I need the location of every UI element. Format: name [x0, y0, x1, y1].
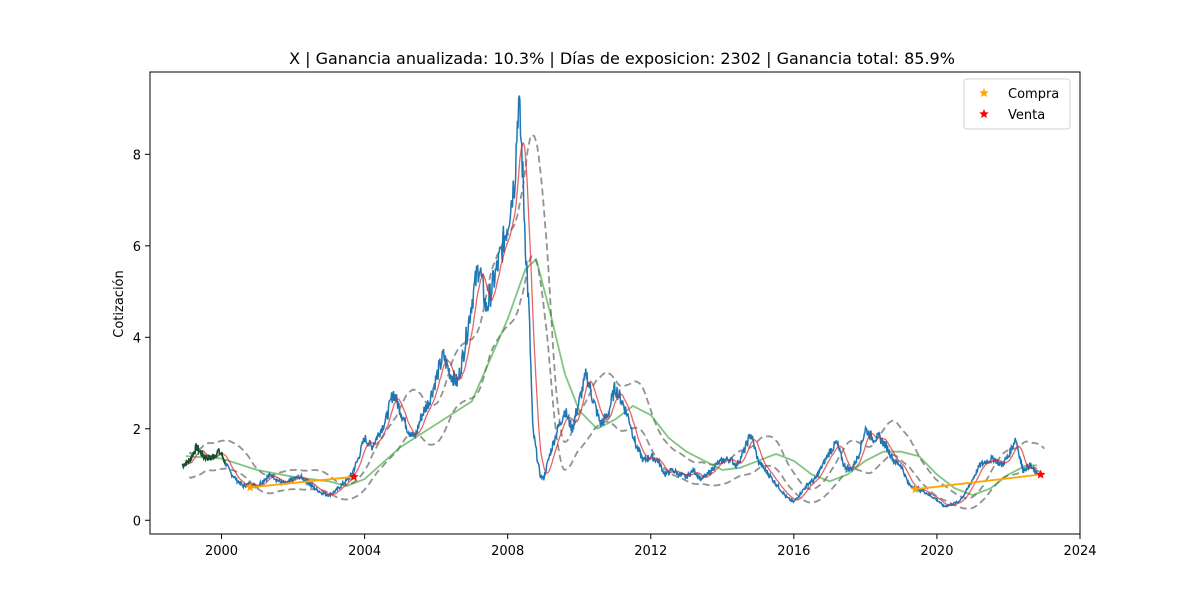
axes: 2000 2004 2008 2012 2016 2020 2024 0 2 4 6 8 — [133, 71, 1097, 559]
x-tick-label-2020: 2020 — [920, 544, 953, 559]
y-tick-label-4: 4 — [133, 331, 141, 346]
series-group — [181, 95, 1046, 510]
trade-line-2 — [915, 473, 1041, 491]
plot-area — [181, 95, 1046, 510]
x-tick-label-2004: 2004 — [348, 544, 381, 559]
chart-title: X | Ganancia anualizada: 10.3% | Días de… — [289, 49, 955, 68]
sell-marker-2 — [1035, 469, 1046, 479]
y-tick-label-6: 6 — [133, 240, 141, 255]
price-line — [181, 95, 1038, 508]
legend-label-venta: Venta — [1008, 108, 1045, 123]
axes-frame — [149, 71, 1081, 535]
x-tick-label-2000: 2000 — [205, 544, 238, 559]
sell-marker-1 — [349, 471, 359, 481]
early-segment-line — [181, 443, 226, 470]
legend-label-compra: Compra — [1008, 87, 1059, 102]
legend-box — [963, 78, 1071, 130]
x-tick-label-2008: 2008 — [491, 544, 524, 559]
y-tick-label-0: 0 — [133, 514, 141, 529]
ma-long-line — [185, 257, 1038, 497]
x-tick-label-2024: 2024 — [1063, 544, 1096, 559]
band-upper-line — [188, 133, 1045, 499]
buy-marker-1 — [245, 482, 255, 492]
buy-marker-2 — [910, 484, 921, 494]
x-tick-label-2012: 2012 — [634, 544, 667, 559]
y-tick-label-2: 2 — [133, 423, 141, 438]
legend: Compra Venta — [963, 78, 1071, 130]
legend-marker-compra — [979, 88, 989, 97]
legend-marker-venta — [979, 109, 989, 118]
x-tick-label-2016: 2016 — [777, 544, 810, 559]
trade-line-1 — [250, 475, 354, 489]
ma-short-line — [181, 142, 1038, 507]
y-axis-label: Cotización — [112, 270, 127, 337]
y-tick-label-8: 8 — [133, 148, 141, 163]
